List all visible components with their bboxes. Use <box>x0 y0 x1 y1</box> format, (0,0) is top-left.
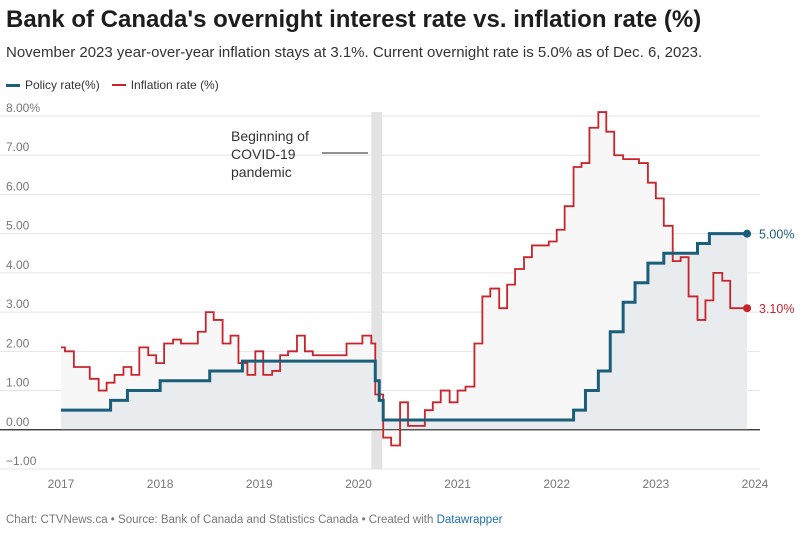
legend-item-policy: Policy rate(%) <box>6 78 100 92</box>
legend-swatch-inflation <box>111 84 126 86</box>
x-tick-label: 2018 <box>147 477 174 491</box>
inflation-line <box>61 111 748 447</box>
legend-swatch-policy <box>6 83 20 87</box>
chart-footer: Chart: CTVNews.ca • Source: Bank of Cana… <box>6 514 502 526</box>
y-tick-label: 3.00 <box>6 297 30 311</box>
chart-subtitle: November 2023 year-over-year inflation s… <box>6 44 703 61</box>
legend: Policy rate(%) Inflation rate (%) <box>6 78 231 92</box>
chart-title: Bank of Canada's overnight interest rate… <box>6 6 702 33</box>
legend-label-inflation: Inflation rate (%) <box>130 78 219 92</box>
y-tick-label: 1.00 <box>6 376 30 390</box>
footer-source: Chart: CTVNews.ca • Source: Bank of Cana… <box>6 514 437 526</box>
y-tick-label: 8.00% <box>6 101 40 115</box>
y-tick-label: −1.00 <box>6 454 37 468</box>
x-tick-label: 2019 <box>246 477 273 491</box>
policy-area <box>61 233 748 430</box>
x-tick-label: 2023 <box>643 477 670 491</box>
y-tick-label: 0.00 <box>6 415 30 429</box>
y-tick-label: 2.00 <box>6 336 30 350</box>
x-tick-label: 2024 <box>742 477 769 491</box>
policy-end-label: 5.00% <box>759 228 794 242</box>
legend-label-policy: Policy rate(%) <box>25 78 100 92</box>
policy-end-dot <box>743 229 752 238</box>
x-tick-label: 2020 <box>345 477 372 491</box>
y-tick-label: 6.00 <box>6 179 30 193</box>
covid-band <box>371 112 383 469</box>
annotation-text: COVID-19 <box>231 146 296 162</box>
x-tick-label: 2022 <box>543 477 570 491</box>
annotation-text: Beginning of <box>231 128 309 144</box>
annotation-text: pandemic <box>231 164 292 180</box>
footer-credit-link[interactable]: Datawrapper <box>436 514 503 526</box>
inflation-end-dot <box>743 304 752 313</box>
legend-item-inflation: Inflation rate (%) <box>111 78 219 92</box>
inflation-area <box>61 112 748 446</box>
inflation-end-label: 3.10% <box>759 302 794 316</box>
y-tick-label: 4.00 <box>6 258 30 272</box>
y-tick-label: 7.00 <box>6 140 30 154</box>
policy-line <box>61 232 748 422</box>
x-tick-label: 2021 <box>444 477 471 491</box>
y-tick-label: 5.00 <box>6 219 30 233</box>
x-tick-label: 2017 <box>48 477 75 491</box>
